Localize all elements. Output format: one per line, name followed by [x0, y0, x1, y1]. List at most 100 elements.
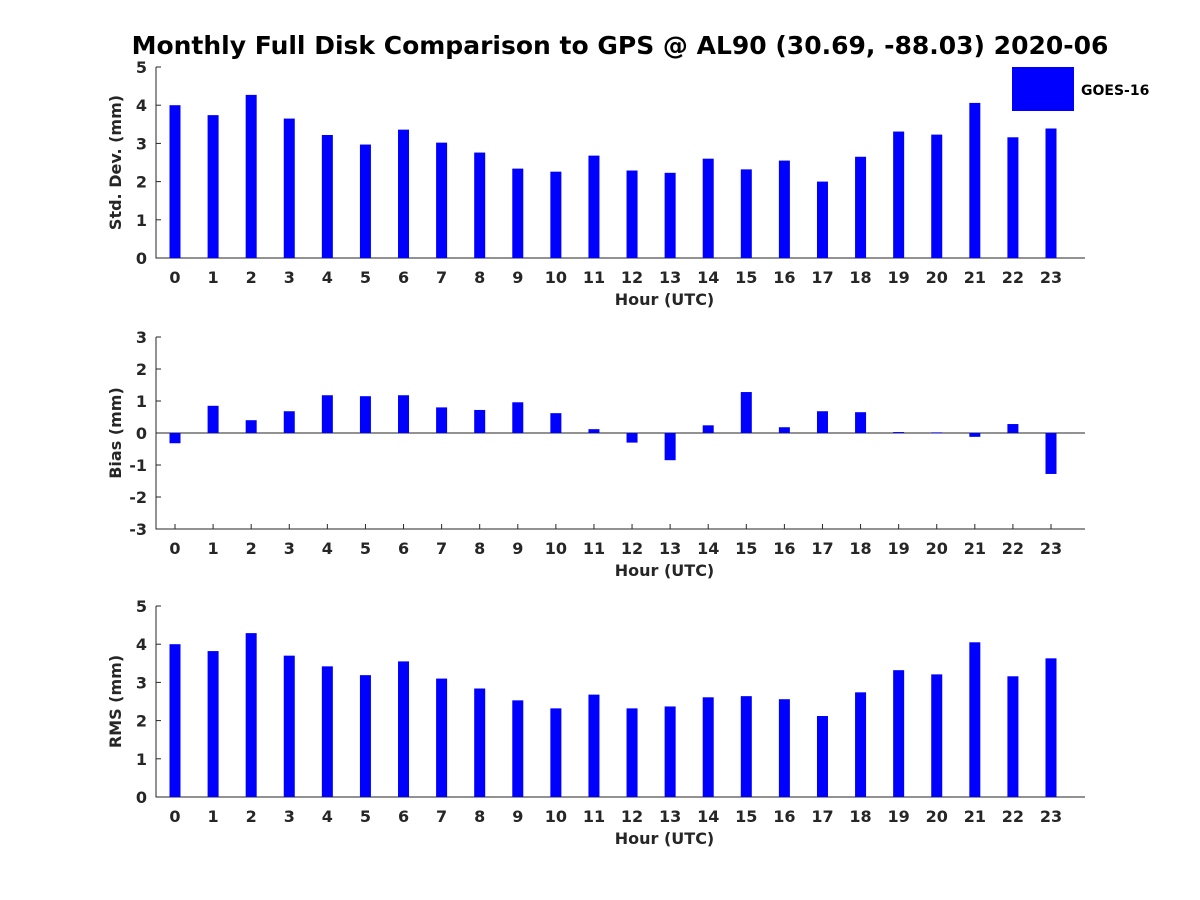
x-tick-label: 23 — [1040, 807, 1062, 826]
x-tick-label: 12 — [621, 268, 643, 287]
x-tick-label: 15 — [735, 539, 757, 558]
x-tick-label: 6 — [398, 807, 409, 826]
x-axis-label: Hour (UTC) — [615, 829, 715, 848]
x-tick-label: 1 — [208, 807, 219, 826]
x-tick-label: 3 — [284, 807, 295, 826]
x-tick-label: 20 — [926, 268, 948, 287]
bar-rms-hour-18 — [855, 692, 867, 797]
x-tick-label: 5 — [360, 268, 371, 287]
x-tick-label: 9 — [512, 539, 523, 558]
x-tick-label: 16 — [773, 539, 795, 558]
x-tick-label: 18 — [849, 539, 871, 558]
bar-rms-hour-7 — [436, 678, 448, 797]
bar-bias-hour-12 — [626, 433, 638, 443]
x-tick-label: 8 — [474, 268, 485, 287]
bar-bias-hour-6 — [398, 395, 410, 433]
y-tick-label: 3 — [136, 328, 147, 347]
x-tick-label: 9 — [512, 268, 523, 287]
x-tick-label: 0 — [169, 807, 180, 826]
bar-rms-hour-14 — [702, 697, 714, 797]
x-tick-label: 17 — [811, 268, 833, 287]
bar-bias-hour-17 — [816, 411, 828, 433]
x-tick-label: 19 — [888, 268, 910, 287]
x-tick-label: 22 — [1002, 539, 1024, 558]
bar-bias-hour-8 — [474, 409, 486, 433]
bar-bias-hour-13 — [664, 433, 676, 461]
x-tick-label: 20 — [926, 807, 948, 826]
y-tick-label: 2 — [136, 173, 147, 192]
bar-rms-hour-21 — [969, 642, 981, 797]
x-tick-label: 5 — [360, 539, 371, 558]
bar-bias-hour-18 — [855, 412, 867, 433]
x-tick-label: 1 — [208, 268, 219, 287]
bar-bias-hour-3 — [283, 411, 295, 433]
bar-stddev-hour-17 — [816, 181, 828, 258]
chart-title: Monthly Full Disk Comparison to GPS @ AL… — [132, 31, 1109, 60]
x-tick-label: 9 — [512, 807, 523, 826]
x-tick-label: 13 — [659, 268, 681, 287]
bar-stddev-hour-21 — [969, 102, 981, 259]
bar-bias-hour-10 — [550, 413, 562, 433]
bar-bias-hour-4 — [321, 395, 333, 433]
bar-rms-hour-3 — [283, 655, 295, 797]
bar-stddev-hour-18 — [855, 156, 867, 258]
bar-rms-hour-15 — [740, 696, 752, 797]
x-tick-label: 3 — [284, 539, 295, 558]
bar-stddev-hour-7 — [436, 142, 448, 258]
y-tick-label: 5 — [136, 597, 147, 616]
bar-stddev-hour-3 — [283, 118, 295, 258]
bar-rms-hour-9 — [512, 700, 524, 797]
x-tick-label: 22 — [1002, 268, 1024, 287]
bar-bias-hour-0 — [169, 433, 181, 444]
y-tick-label: 0 — [136, 249, 147, 268]
x-tick-label: 12 — [621, 539, 643, 558]
x-tick-label: 21 — [964, 268, 986, 287]
y-tick-label: -2 — [129, 488, 147, 507]
bar-bias-hour-23 — [1045, 433, 1057, 474]
bar-rms-hour-11 — [588, 694, 600, 797]
y-axis-label: RMS (mm) — [106, 655, 125, 748]
x-tick-label: 6 — [398, 268, 409, 287]
bar-rms-hour-4 — [321, 666, 333, 797]
x-tick-label: 11 — [583, 268, 605, 287]
bar-stddev-hour-11 — [588, 155, 600, 258]
bar-bias-hour-20 — [931, 432, 943, 434]
x-axis-label: Hour (UTC) — [615, 561, 715, 580]
bar-stddev-hour-0 — [169, 105, 181, 258]
x-tick-label: 18 — [849, 268, 871, 287]
y-axis-label: Bias (mm) — [106, 387, 125, 479]
x-tick-label: 7 — [436, 539, 447, 558]
x-tick-label: 0 — [169, 539, 180, 558]
y-tick-label: 2 — [136, 712, 147, 731]
bar-stddev-hour-16 — [778, 160, 790, 258]
bar-stddev-hour-10 — [550, 171, 562, 258]
bar-bias-hour-5 — [359, 396, 371, 433]
bar-rms-hour-0 — [169, 644, 181, 797]
x-tick-label: 16 — [773, 268, 795, 287]
x-tick-label: 4 — [322, 539, 333, 558]
legend-label-goes16: GOES-16 — [1081, 83, 1149, 99]
x-tick-label: 17 — [811, 539, 833, 558]
y-tick-label: 0 — [136, 424, 147, 443]
bar-rms-hour-2 — [245, 633, 257, 797]
bar-rms-hour-20 — [931, 674, 943, 797]
bar-rms-hour-22 — [1007, 676, 1019, 797]
bar-rms-hour-1 — [207, 651, 219, 797]
x-tick-label: 1 — [208, 539, 219, 558]
y-tick-label: 1 — [136, 750, 147, 769]
x-tick-label: 10 — [545, 539, 567, 558]
legend-swatch-goes16 — [1012, 67, 1074, 111]
x-tick-label: 16 — [773, 807, 795, 826]
bar-stddev-hour-15 — [740, 169, 752, 258]
bar-rms-hour-13 — [664, 706, 676, 797]
y-tick-label: 1 — [136, 392, 147, 411]
bar-stddev-hour-20 — [931, 134, 943, 258]
bar-bias-hour-1 — [207, 405, 219, 433]
x-tick-label: 4 — [322, 268, 333, 287]
